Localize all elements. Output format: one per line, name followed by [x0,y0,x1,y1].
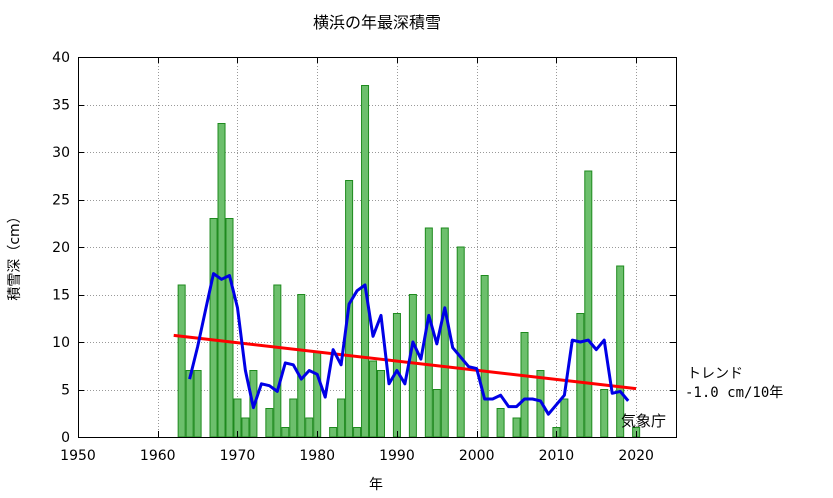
bar-series [177,85,641,438]
x-tick-label: 2000 [459,448,495,464]
y-tick-label: 30 [52,145,70,161]
x-tick-label: 1980 [299,448,335,464]
trend-label: トレンド [687,366,743,382]
bar-1982 [329,427,338,438]
bar-1971 [241,417,250,438]
bar-1996 [440,227,449,438]
bar-1985 [353,427,362,438]
bar-2013 [576,313,585,438]
bar-1978 [297,294,306,438]
bar-1980 [313,351,322,438]
bar-1977 [289,398,298,438]
bar-2001 [480,275,489,438]
trend-value: -1.0 cm/10年 [685,385,783,401]
bar-2014 [584,170,593,438]
bar-1975 [273,284,282,438]
x-axis-label: 年 [369,477,383,493]
bar-1979 [305,417,314,438]
y-tick-label: 10 [52,335,70,351]
axis-ticks [78,57,676,438]
x-tick-label: 1950 [60,448,96,464]
x-tick-label: 1990 [379,448,415,464]
y-tick-label: 0 [61,430,70,446]
x-axis-tick-labels: 1950 1960 1970 1980 1990 2000 2010 2020 [60,448,654,464]
bar-1992 [408,294,417,438]
y-tick-label: 40 [52,50,70,66]
bar-2003 [496,408,505,438]
bar-1987 [369,360,378,438]
x-tick-label: 2010 [539,448,575,464]
bar-1986 [361,85,370,438]
x-tick-label: 1960 [140,448,176,464]
bar-1995 [432,389,441,438]
bar-1988 [376,370,385,438]
bar-2005 [512,417,521,438]
bar-2006 [520,332,529,438]
bar-1969 [225,218,234,438]
x-tick-label: 1970 [220,448,256,464]
bar-1983 [337,398,346,438]
y-tick-label: 20 [52,240,70,256]
bar-1974 [265,408,274,438]
y-axis-tick-labels: 0 5 10 15 20 25 30 35 40 [52,50,70,446]
chart-title: 横浜の年最深積雪 [313,13,441,32]
bar-1964 [185,370,194,438]
y-tick-label: 25 [52,193,70,209]
y-tick-label: 5 [61,383,70,399]
bar-1998 [456,246,465,438]
y-tick-label: 35 [52,98,70,114]
bar-1965 [193,370,202,438]
bar-1967 [209,218,218,438]
bar-2011 [560,398,569,438]
credit-label: 気象庁 [621,412,666,430]
y-tick-label: 15 [52,288,70,304]
trend-line [173,333,637,391]
y-axis-label: 積雪深（cm） [7,209,23,300]
bar-1976 [281,427,290,438]
bar-1963 [177,284,186,438]
bar-2016 [600,389,609,438]
x-tick-label: 2020 [618,448,654,464]
moving-average-line [188,272,630,416]
